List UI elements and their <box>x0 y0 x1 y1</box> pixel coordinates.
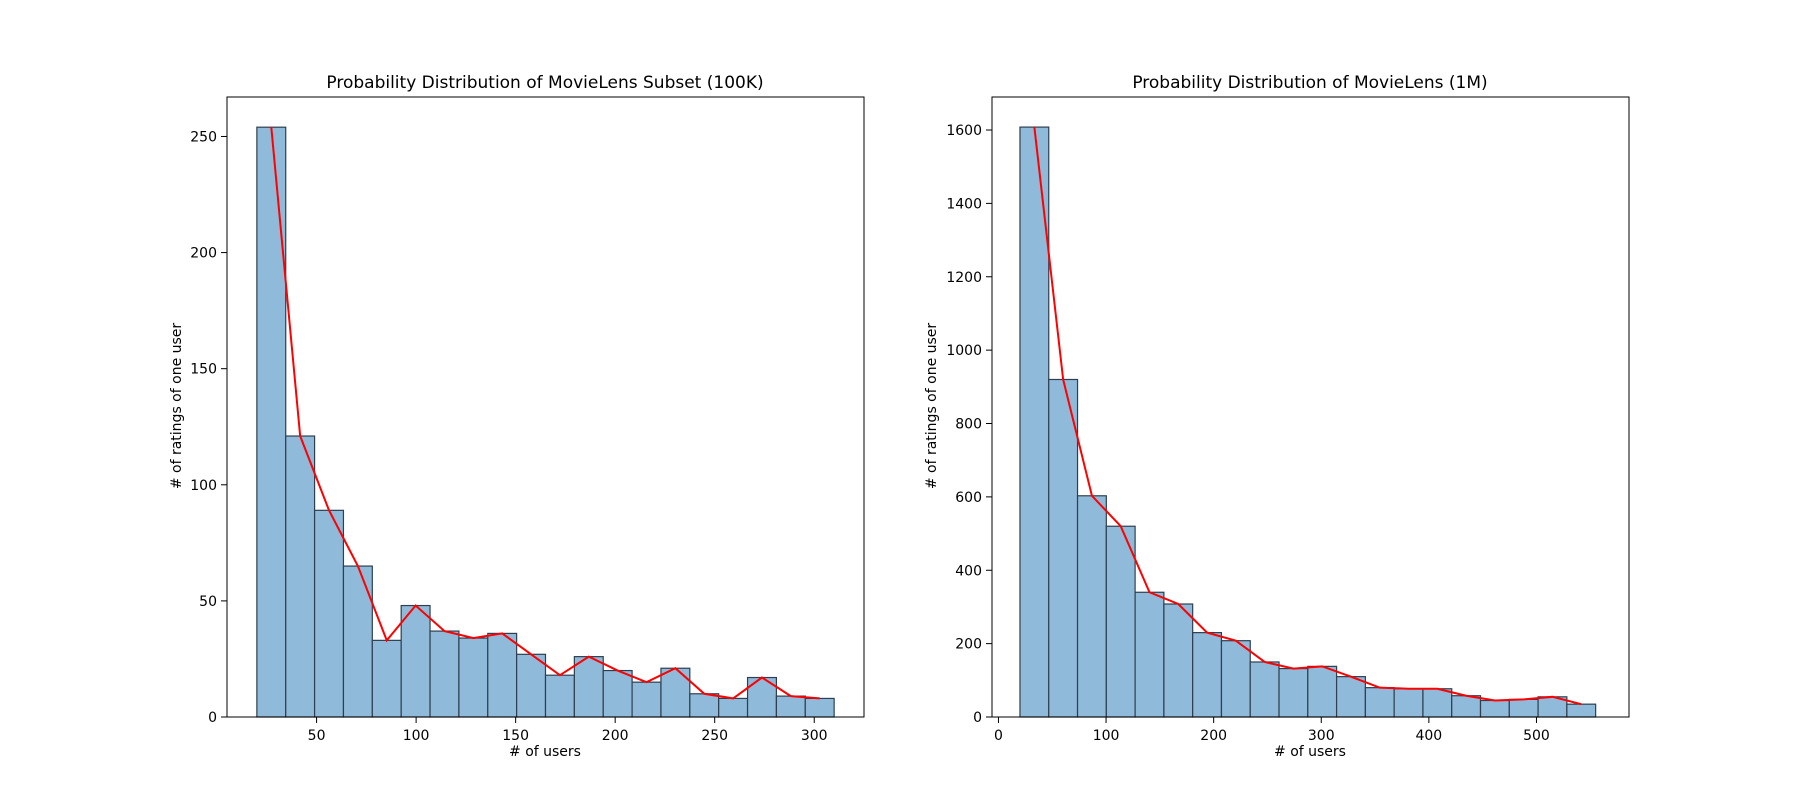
density-line <box>270 127 820 700</box>
axes-frame <box>991 96 1630 718</box>
x-tick-label: 250 <box>701 728 728 744</box>
x-tick-label: 50 <box>308 728 326 744</box>
histogram-bar <box>1249 661 1280 718</box>
histogram-bar <box>573 656 604 718</box>
histogram-bar <box>544 674 575 718</box>
y-tick-label: 600 <box>955 490 982 506</box>
histogram-bar <box>1451 695 1482 718</box>
chart-panel-100k: Probability Distribution of MovieLens Su… <box>169 73 865 760</box>
y-tick-label: 0 <box>973 710 982 726</box>
histogram-bar <box>1364 687 1395 718</box>
x-tick-label: 100 <box>403 728 430 744</box>
y-tick-label: 250 <box>190 129 217 145</box>
y-tick-label: 50 <box>199 594 217 610</box>
histogram-bar <box>689 693 720 718</box>
bars <box>1019 126 1597 718</box>
x-tick-label: 400 <box>1415 728 1442 744</box>
y-axis-label: # of ratings of one user <box>169 323 185 490</box>
density-line <box>1033 126 1582 706</box>
y-tick-label: 200 <box>955 637 982 653</box>
chart-panel-1m: Probability Distribution of MovieLens (1… <box>924 73 1630 760</box>
x-tick-label: 100 <box>1093 728 1120 744</box>
y-axis-label: # of ratings of one user <box>924 323 940 490</box>
x-tick-label: 500 <box>1523 728 1550 744</box>
y-tick-label: 1000 <box>946 343 982 359</box>
histogram-bar <box>1163 603 1194 718</box>
x-tick-label: 200 <box>1200 728 1227 744</box>
histogram-bar <box>1134 591 1165 718</box>
histogram-bar <box>516 653 547 718</box>
x-axis-label: # of users <box>509 744 581 760</box>
histogram-bar <box>1393 688 1424 718</box>
histogram-bar <box>371 639 402 718</box>
histogram-bar <box>1105 525 1136 718</box>
histogram-bar <box>1566 703 1597 718</box>
axes-frame <box>226 96 865 718</box>
histogram-bar <box>804 697 835 718</box>
histogram-bar <box>631 681 662 718</box>
histogram-bar <box>718 697 749 718</box>
histogram-bar <box>660 667 691 718</box>
y-tick-label: 100 <box>190 478 217 494</box>
x-axis-label: # of users <box>1274 744 1346 760</box>
histogram-bar <box>1048 378 1079 718</box>
histogram-bar <box>1307 665 1338 718</box>
histogram-bar <box>1220 640 1251 718</box>
x-tick-label: 0 <box>994 728 1003 744</box>
histogram-bar <box>429 630 460 718</box>
x-tick-label: 300 <box>801 728 828 744</box>
x-tick-label: 200 <box>602 728 629 744</box>
histogram-bar <box>1508 698 1539 718</box>
histogram-bar <box>602 669 633 718</box>
y-tick-label: 1600 <box>946 123 982 139</box>
y-tick-label: 800 <box>955 417 982 433</box>
histogram-bar <box>487 632 518 718</box>
histogram-bar <box>1278 667 1309 718</box>
chart-title: Probability Distribution of MovieLens (1… <box>1132 73 1487 93</box>
histogram-bar <box>1192 632 1223 718</box>
histogram-bar <box>313 509 345 718</box>
histogram-bar <box>1076 495 1107 718</box>
histogram-bar <box>342 565 373 718</box>
histogram-bar <box>400 604 431 718</box>
histogram-bar <box>1479 699 1510 718</box>
histogram-bar <box>775 695 806 718</box>
bars <box>256 126 835 718</box>
y-tick-label: 400 <box>955 563 982 579</box>
y-tick-label: 1400 <box>946 196 982 212</box>
y-tick-label: 150 <box>190 362 217 378</box>
histogram-bar <box>1335 676 1366 718</box>
histogram-bar <box>1422 688 1453 718</box>
x-tick-label: 150 <box>502 728 529 744</box>
x-tick-label: 300 <box>1308 728 1335 744</box>
histogram-bar <box>285 435 316 718</box>
y-tick-label: 0 <box>208 710 217 726</box>
histogram-bar <box>256 126 287 718</box>
y-tick-label: 1200 <box>946 270 982 286</box>
histogram-bar <box>458 637 489 718</box>
chart-title: Probability Distribution of MovieLens Su… <box>326 73 763 93</box>
y-tick-label: 200 <box>190 246 217 262</box>
